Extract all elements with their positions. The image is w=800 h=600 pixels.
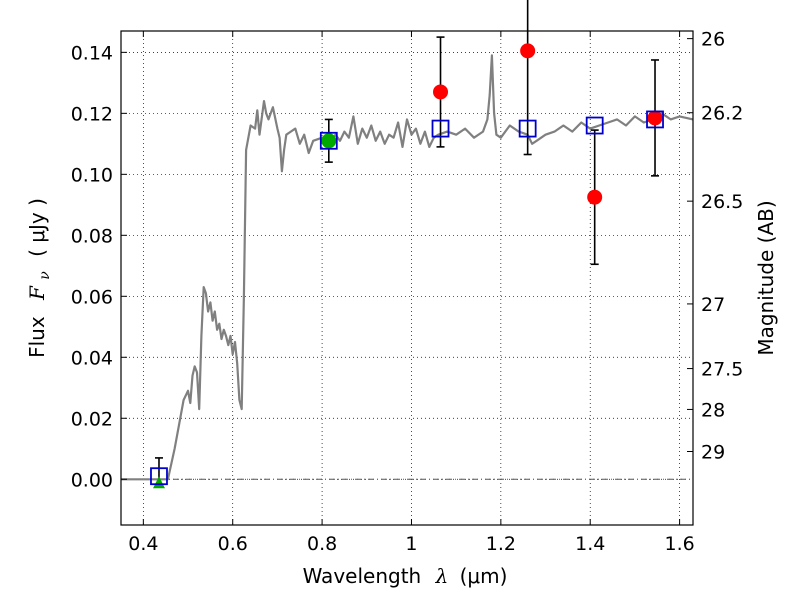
data-point-observed [647, 110, 663, 126]
y2-tick-label: 26.5 [701, 191, 743, 213]
y2-tick-label: 26 [701, 29, 725, 51]
upper-limit-marker [152, 476, 165, 489]
model-photometry-marker [150, 467, 168, 486]
x-tick-label: 1.2 [486, 533, 516, 555]
plot-background [121, 31, 693, 525]
y-tick-label: 0.02 [71, 408, 113, 430]
series-layer [121, 0, 694, 489]
data-point-observed [587, 189, 603, 205]
model-photometry-marker [518, 119, 537, 138]
model-photometry-marker [431, 119, 450, 138]
x-tick-label: 0.4 [128, 533, 158, 555]
spectrum-line [121, 54, 694, 481]
y-tick-label: 0.06 [71, 286, 113, 308]
y-tick-label: 0.10 [71, 164, 113, 186]
plot-frame [120, 30, 694, 526]
x-axis-title-symbol: λ [435, 564, 449, 588]
x-tick-label: 1 [405, 533, 417, 555]
y2-tick-label: 28 [701, 399, 725, 421]
y-tick-label: 0.14 [71, 42, 113, 64]
data-point-observed [433, 84, 449, 100]
data-point-observed-green [321, 133, 337, 149]
model-photometry-marker [646, 110, 664, 129]
ticks [121, 31, 693, 525]
model-photometry-marker [319, 131, 338, 150]
x-tick-label: 0.8 [307, 533, 337, 555]
y-axis-title-subscript: ν [37, 271, 53, 280]
x-tick-label: 1.6 [664, 533, 694, 555]
y-axis-title-prefix: Flux [25, 316, 49, 358]
x-tick-label: 0.6 [218, 533, 248, 555]
y2-axis-title: Magnitude (AB) [754, 200, 778, 355]
y-axis-title-units: ( μJy ) [25, 198, 49, 257]
y2-tick-label: 27.5 [701, 359, 743, 381]
x-axis-title: Wavelength λ (μm) [303, 564, 508, 588]
y2-tick-label: 29 [701, 442, 725, 464]
grid [121, 31, 693, 525]
y-tick-label: 0.12 [71, 103, 113, 125]
y-tick-label: 0.00 [71, 469, 113, 491]
tick-labels: 0.4 0.6 0.8 1 1.2 1.4 1.6 0.00 0.02 0.04 0.06 0.08 0… [71, 29, 744, 555]
x-axis-title-prefix: Wavelength [303, 564, 422, 588]
y2-tick-label: 26.2 [701, 103, 743, 125]
data-point-observed [520, 43, 536, 59]
y-tick-label: 0.08 [71, 225, 113, 247]
y-axis-title: Flux F ν ( μJy ) [25, 198, 54, 358]
model-photometry-marker [585, 116, 604, 135]
y2-tick-label: 27 [701, 294, 725, 316]
y-tick-label: 0.04 [71, 347, 113, 369]
x-axis-title-units: (μm) [460, 564, 508, 588]
x-tick-label: 1.4 [575, 533, 605, 555]
y-axis-title-symbol: F [25, 285, 49, 301]
